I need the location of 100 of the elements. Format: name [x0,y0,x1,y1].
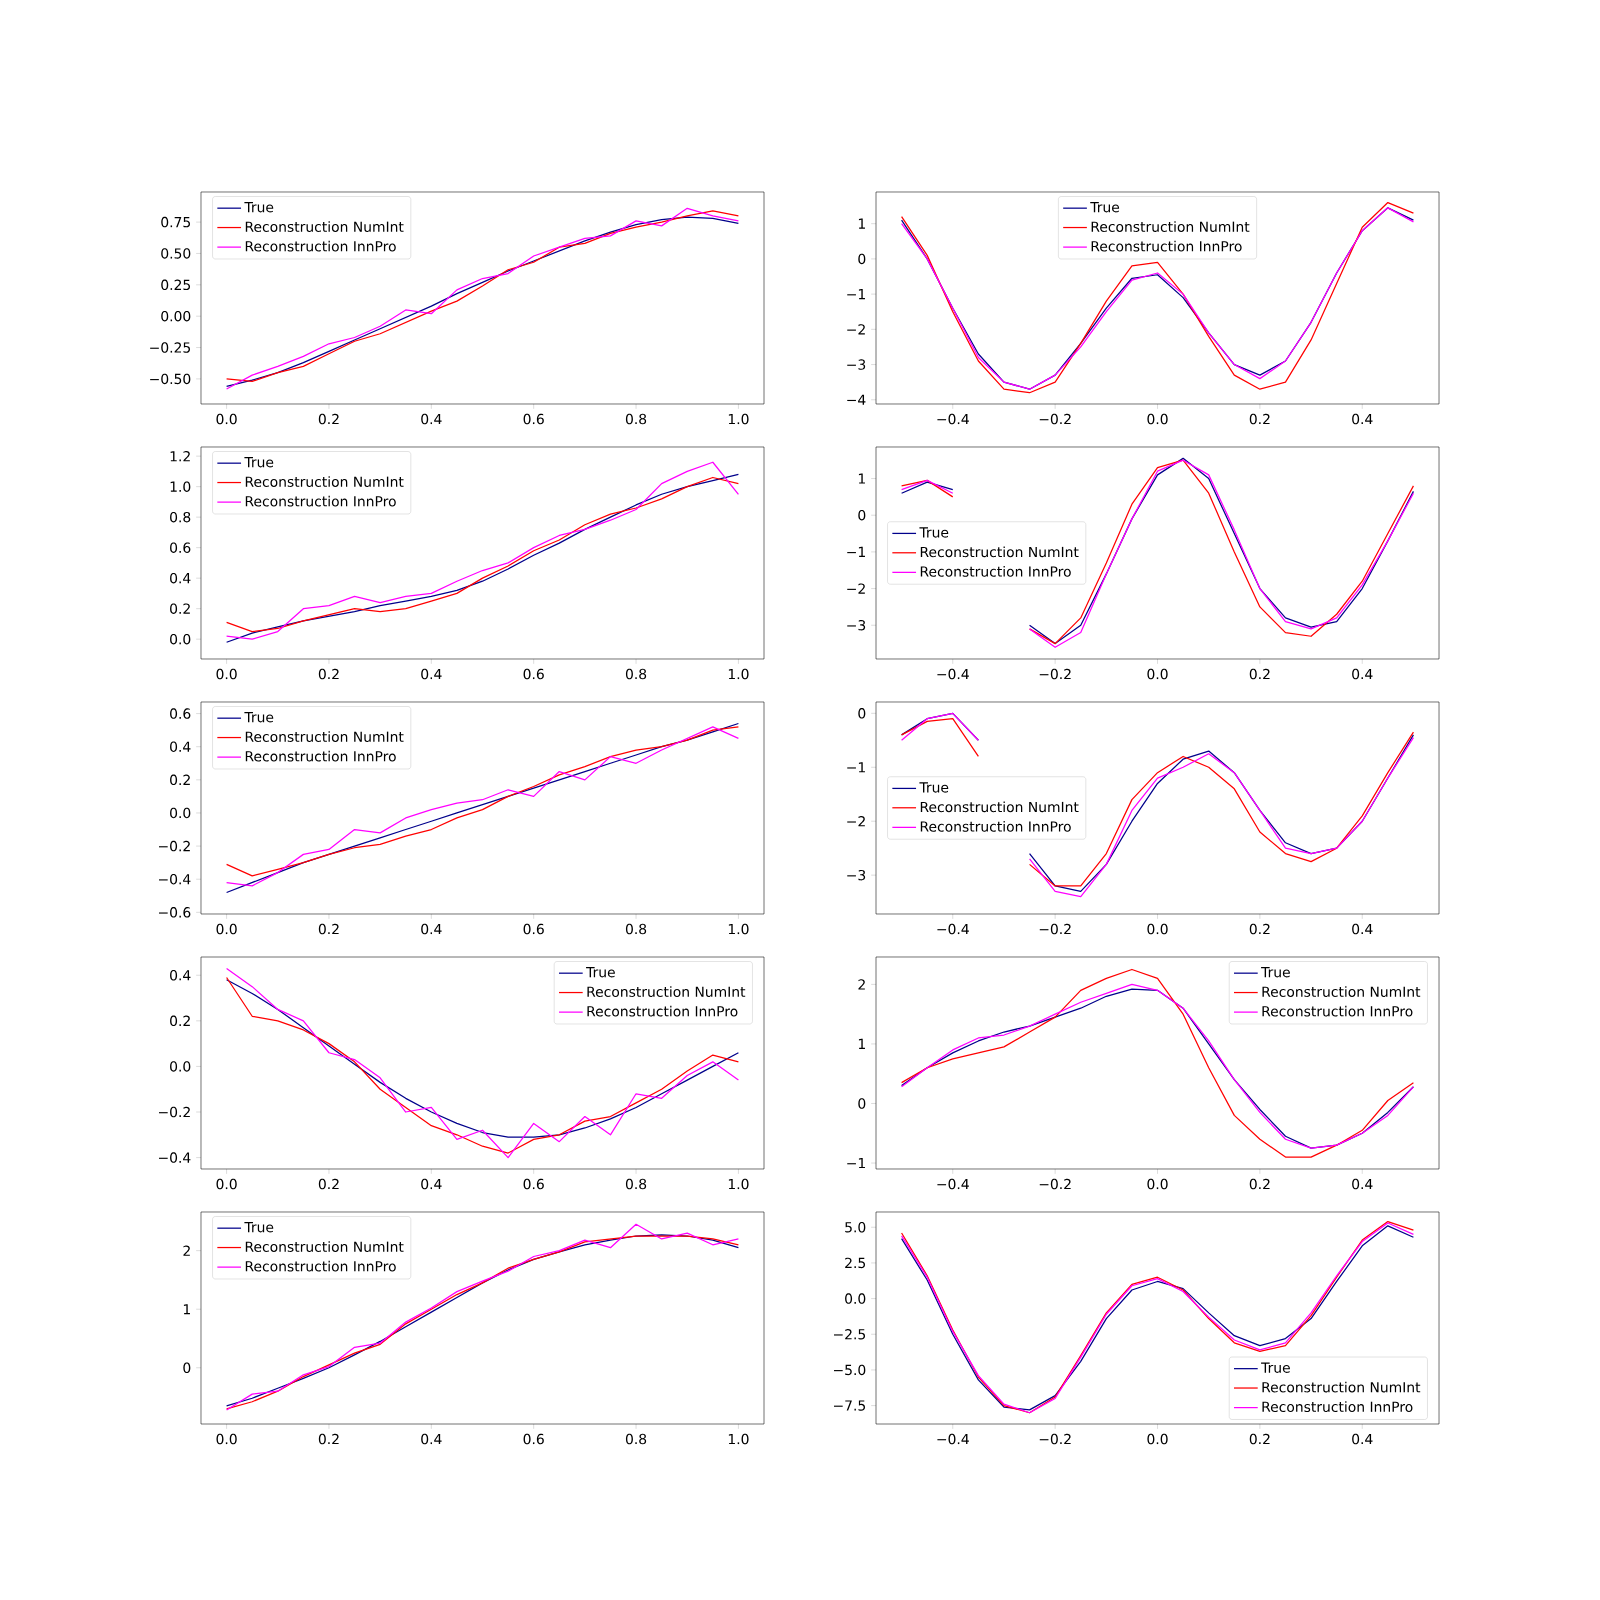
x-tick-label: 0.2 [318,923,339,935]
x-tick-label: 0.2 [318,1178,339,1190]
legend-label: Reconstruction InnPro [920,821,1071,832]
y-tick-label: −1 [847,762,865,773]
y-tick-label: −1 [847,546,865,557]
x-tick-label: 0.2 [1249,413,1270,425]
x-tick-label: 0.2 [1249,1433,1270,1445]
y-tick-label: −3 [847,619,866,631]
legend-label: Reconstruction InnPro [245,1260,396,1272]
y-tick-label: −0.4 [158,873,191,885]
x-tick-label: 0.0 [216,923,237,935]
legend-label: Reconstruction InnPro [1262,1401,1413,1413]
x-tick-label: 0.4 [421,1178,442,1190]
y-tick-label: −0.4 [158,1152,191,1163]
x-tick-label: 0.0 [1147,1178,1168,1190]
legend-label: Reconstruction NumInt [245,731,404,742]
y-tick-label: −0.6 [158,907,191,918]
x-tick-label: 0.0 [216,668,237,680]
y-tick-label: 0.0 [170,1061,191,1072]
y-tick-label: 1.2 [170,450,190,462]
y-tick-label: 0.0 [170,807,191,819]
legend-label: True [919,782,949,793]
y-tick-label: −7.5 [833,1400,866,1411]
y-tick-label: 0.0 [170,633,191,645]
y-tick-label: −2 [847,816,865,827]
y-tick-label: 0.8 [170,511,191,523]
x-tick-label: 0.4 [421,668,442,680]
legend-label: Reconstruction NumInt [1091,221,1250,232]
y-tick-label: −0.2 [158,1106,190,1118]
y-tick-label: 0.4 [170,572,191,584]
legend-label: True [1261,967,1290,978]
y-tick-label: 0 [858,253,866,265]
legend-label: Reconstruction NumInt [245,221,404,232]
y-tick-label: −4 [847,394,866,405]
x-tick-label: 0.4 [1352,923,1373,935]
x-tick-label: −0.4 [937,923,969,935]
x-tick-label: −0.2 [1039,923,1071,935]
x-tick-label: 1.0 [728,1433,749,1445]
x-tick-label: 0.8 [625,923,647,935]
y-tick-label: 0.50 [161,248,191,259]
x-tick-label: 1.0 [728,923,749,935]
x-tick-label: 0.8 [625,1433,647,1445]
y-tick-label: 2.5 [845,1257,866,1269]
x-tick-label: 1.0 [728,413,749,425]
legend-label: Reconstruction NumInt [245,476,404,487]
y-tick-label: 0 [858,509,866,521]
x-tick-label: 0.2 [1249,668,1270,680]
x-tick-label: 0.4 [1352,668,1373,680]
legend-label: Reconstruction InnPro [587,1005,738,1017]
y-tick-label: 0.6 [170,542,191,553]
x-tick-label: 0.4 [1352,1178,1373,1190]
x-tick-label: 0.4 [1352,1433,1373,1445]
x-tick-label: 0.0 [1147,923,1168,935]
x-tick-label: 0.4 [421,413,442,425]
x-tick-label: −0.4 [937,1433,969,1445]
legend-label: True [919,527,949,538]
y-tick-label: 1 [858,473,865,484]
x-tick-label: −0.4 [937,668,969,680]
y-tick-label: 0.00 [161,310,191,322]
y-tick-label: 0.0 [845,1293,866,1304]
y-tick-label: 0.4 [170,741,191,752]
y-tick-label: 1 [858,1038,865,1049]
x-tick-label: −0.4 [937,413,969,425]
legend-label: Reconstruction InnPro [245,495,396,507]
legend-label: True [244,1222,274,1233]
legend-label: Reconstruction NumInt [1262,1381,1421,1393]
legend-label: Reconstruction InnPro [245,240,396,252]
x-tick-label: 0.0 [1147,413,1168,425]
legend-label: Reconstruction InnPro [920,566,1071,577]
x-tick-label: −0.2 [1039,1433,1071,1445]
x-tick-label: 0.8 [625,413,647,425]
x-tick-label: 0.0 [1147,668,1168,680]
x-tick-label: 0.2 [1249,1178,1270,1190]
x-tick-label: −0.4 [937,1178,969,1190]
legend-label: Reconstruction NumInt [920,546,1079,558]
x-tick-label: 0.0 [216,413,237,425]
x-tick-label: −0.2 [1039,413,1071,425]
x-tick-label: 1.0 [728,1178,749,1190]
x-tick-label: −0.2 [1039,668,1071,680]
legend-label: Reconstruction InnPro [1262,1005,1413,1017]
y-tick-label: 0.2 [170,1015,190,1027]
x-tick-label: 0.2 [318,668,339,680]
x-tick-label: 0.4 [1352,413,1373,425]
x-tick-label: 0.8 [625,668,647,680]
x-tick-label: 0.6 [523,1178,544,1190]
y-tick-label: 0.2 [170,603,190,614]
x-tick-label: 0.2 [318,1433,339,1445]
y-tick-label: 0 [858,708,866,719]
x-tick-label: 0.6 [523,668,544,680]
x-tick-label: 0.0 [216,1178,237,1190]
y-tick-label: −1 [847,289,865,300]
legend-label: True [244,202,274,213]
y-tick-label: −5.0 [833,1364,866,1376]
y-tick-label: −1 [847,1157,865,1169]
y-tick-label: 0.4 [170,969,191,981]
x-tick-label: 0.8 [625,1178,647,1190]
y-tick-label: 5.0 [845,1221,866,1233]
legend-label: Reconstruction NumInt [245,1241,404,1252]
y-tick-label: −2.5 [833,1328,866,1340]
legend-label: Reconstruction NumInt [587,986,746,997]
